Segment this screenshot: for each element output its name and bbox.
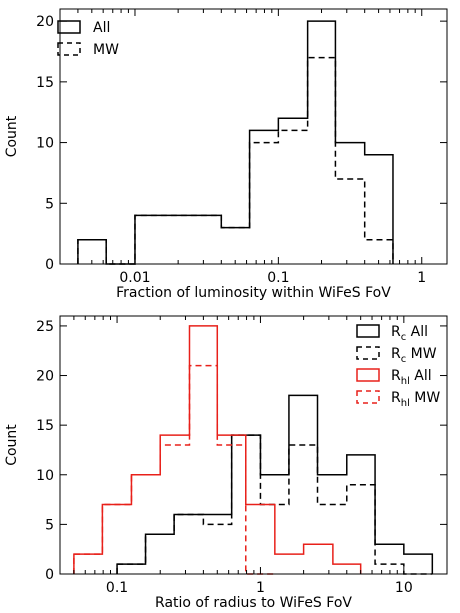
- x-axis-label: Fraction of luminosity within WiFeS FoV: [116, 285, 391, 301]
- legend-swatch: [356, 368, 380, 382]
- y-tick-label: 5: [45, 196, 54, 212]
- legend: All MW: [57, 20, 119, 58]
- x-tick-label: 1: [417, 270, 426, 286]
- y-tick-label: 20: [36, 369, 54, 385]
- y-tick-label: 10: [36, 136, 54, 152]
- plot-frame: [59, 8, 448, 265]
- series-mw: [77, 56, 394, 265]
- legend-label: Rc All: [391, 324, 428, 343]
- legend-swatch: [356, 390, 380, 404]
- legend-label: Rhl All: [391, 368, 432, 387]
- y-tick-label: 0: [45, 567, 54, 583]
- y-tick-label: 15: [36, 418, 54, 434]
- legend-swatch: [356, 324, 380, 338]
- legend-swatch: [57, 20, 81, 34]
- legend: Rc All Rc MW Rhl All Rhl MW: [356, 324, 440, 409]
- plot-frame: [59, 315, 448, 575]
- y-tick-label: 0: [45, 257, 54, 273]
- y-tick-label: 5: [45, 517, 54, 533]
- x-axis-label: Ratio of radius to WiFeS FoV: [155, 595, 352, 611]
- legend-label: All: [93, 20, 110, 36]
- x-tick-label: 10: [395, 580, 413, 596]
- legend-swatch: [356, 346, 380, 360]
- x-tick-label: 0.1: [267, 270, 289, 286]
- legend-label: Rc MW: [391, 346, 437, 365]
- series-rhl-mw: [73, 364, 275, 575]
- series-rc-all: [116, 394, 434, 574]
- y-tick-label: 20: [36, 14, 54, 30]
- x-tick-label: 0.01: [119, 270, 150, 286]
- y-axis-label: Count: [4, 115, 20, 157]
- y-tick-label: 10: [36, 468, 54, 484]
- y-tick-label: 25: [36, 319, 54, 335]
- legend-label: MW: [93, 42, 119, 58]
- legend-swatch: [57, 42, 81, 56]
- x-tick-label: 1: [256, 580, 265, 596]
- y-axis-label: Count: [4, 424, 20, 466]
- series-all: [77, 20, 394, 265]
- chart-panel-1: 0 5 10 15 20 0.01 0.1 1 Fraction of luminosity w…: [4, 8, 448, 301]
- x-tick-label: 0.1: [106, 580, 128, 596]
- legend-label: Rhl MW: [391, 390, 440, 409]
- y-tick-label: 15: [36, 75, 54, 91]
- chart-panel-2: 0 5 10 15 20 25 0.1 1 10 Ratio of radius to WiFeS…: [4, 315, 448, 611]
